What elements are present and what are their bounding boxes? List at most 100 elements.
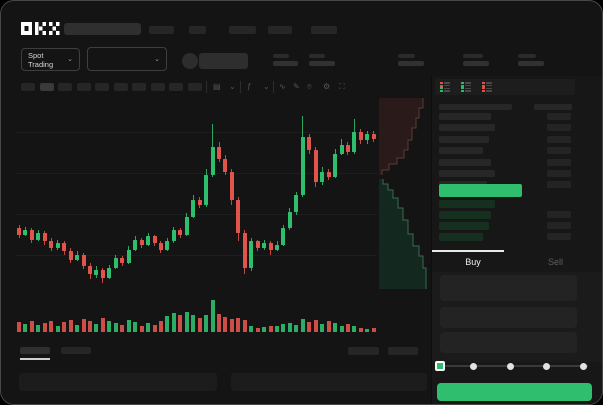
candle-wick <box>353 118 355 154</box>
candle-body <box>275 244 279 250</box>
ask-price-bar[interactable] <box>439 158 491 166</box>
candle-wick <box>50 238 52 252</box>
ask-price-bar[interactable] <box>439 147 483 155</box>
line-tool-icon[interactable]: ∿ <box>279 82 286 91</box>
amount-input[interactable] <box>440 307 577 328</box>
timeframe-button[interactable] <box>21 83 35 91</box>
chevron-down-icon: ⌄ <box>67 56 73 63</box>
tab-buy[interactable]: Buy <box>432 254 514 270</box>
book-header-price <box>439 104 512 110</box>
candle-body <box>171 229 176 242</box>
ticker-stat-label <box>273 54 289 58</box>
timeframe-button[interactable] <box>187 83 202 91</box>
candle-body <box>358 132 363 141</box>
ticker-stat-label <box>463 54 483 58</box>
candle-body <box>197 200 202 205</box>
market-type-dropdown[interactable]: Spot Trading ⌄ <box>21 48 80 71</box>
candle-body <box>17 228 21 235</box>
total-input[interactable] <box>440 332 577 353</box>
fullscreen-icon[interactable]: ⛶ <box>339 82 345 91</box>
last-price-highlight[interactable] <box>439 184 522 197</box>
bid-price-bar[interactable] <box>439 211 491 219</box>
header-action-button[interactable] <box>199 53 248 69</box>
candle-wick <box>160 241 162 253</box>
draw-icon[interactable]: ✎ <box>293 82 300 91</box>
book-header-amount <box>534 104 572 110</box>
buy-button[interactable] <box>437 383 592 401</box>
timeframe-button[interactable] <box>58 83 72 91</box>
bottom-control-placeholder[interactable] <box>388 347 418 355</box>
timeframe-button[interactable] <box>95 83 109 91</box>
chart-type-icon[interactable]: ▤ <box>213 82 221 91</box>
timeframe-button[interactable] <box>113 83 128 91</box>
price-input[interactable] <box>440 275 577 301</box>
ask-amount-bar <box>547 158 571 166</box>
bid-price-bar[interactable] <box>439 222 489 230</box>
bid-price-bar[interactable] <box>439 200 495 208</box>
volume-bar <box>113 322 118 332</box>
candle-wick <box>321 166 323 186</box>
volume-bar <box>249 326 254 332</box>
slider-stop[interactable] <box>507 363 514 370</box>
candle-body <box>113 257 118 268</box>
nav-item-placeholder[interactable] <box>229 26 256 34</box>
bottom-tab-active[interactable] <box>20 347 50 354</box>
search-bar[interactable] <box>64 23 141 35</box>
ask-price-bar[interactable] <box>439 124 495 132</box>
nav-item-placeholder[interactable] <box>268 26 292 34</box>
volume-bar <box>107 321 112 332</box>
bottom-tab-active-underline <box>20 358 50 360</box>
book-mode-both-icon[interactable] <box>439 81 451 93</box>
volume-bar <box>339 325 344 332</box>
candle-body <box>55 243 60 248</box>
avatar[interactable] <box>182 53 198 69</box>
volume-bar <box>75 324 80 332</box>
timeframe-button[interactable] <box>150 83 165 91</box>
candle-body <box>23 229 28 235</box>
nav-item-placeholder[interactable] <box>149 26 174 34</box>
candle-body <box>49 241 54 248</box>
timeframe-button[interactable] <box>169 83 183 91</box>
candle-wick <box>44 231 46 245</box>
timeframe-button[interactable] <box>39 83 54 91</box>
volume-bar <box>197 317 202 332</box>
toolbar-divider <box>240 81 241 93</box>
ask-price-bar[interactable] <box>439 135 489 143</box>
settings-gear-icon[interactable]: ⚙ <box>323 82 331 91</box>
volume-bar <box>81 319 86 332</box>
pair-selector-dropdown[interactable]: ⌄ <box>87 47 167 71</box>
ask-amount-bar <box>547 170 571 177</box>
order-book-toolbar <box>435 79 575 95</box>
tab-sell[interactable]: Sell <box>514 254 597 270</box>
candle-body <box>133 239 138 250</box>
book-mode-buy-icon[interactable] <box>460 81 472 93</box>
camera-icon[interactable]: ⌾ <box>307 82 312 91</box>
candle-wick <box>179 228 181 238</box>
slider-stop[interactable] <box>470 363 477 370</box>
volume-bar <box>171 313 176 332</box>
timeframe-button[interactable] <box>76 83 91 91</box>
candle-wick <box>102 267 104 283</box>
bottom-tab[interactable] <box>61 347 91 354</box>
timeframe-button[interactable] <box>132 83 146 91</box>
book-mode-sell-icon[interactable] <box>481 81 493 93</box>
chevron-down-icon[interactable]: ⌄ <box>229 82 236 91</box>
bid-price-bar[interactable] <box>439 233 483 241</box>
candle-wick <box>18 224 20 238</box>
candle-body <box>281 228 286 245</box>
indicators-icon[interactable]: ƒ <box>247 82 252 91</box>
okx-logo <box>21 22 60 35</box>
chevron-down-icon[interactable]: ⌄ <box>263 82 270 91</box>
sell-tab-label: Sell <box>547 257 563 267</box>
volume-bar <box>313 319 318 332</box>
nav-item-placeholder[interactable] <box>311 26 337 34</box>
bottom-control-placeholder[interactable] <box>348 347 379 355</box>
slider-stop[interactable] <box>543 363 550 370</box>
candle-wick <box>108 264 110 280</box>
slider-stop[interactable] <box>580 363 587 370</box>
ask-price-bar[interactable] <box>439 170 495 177</box>
slider-handle[interactable] <box>435 361 445 371</box>
ask-price-bar[interactable] <box>439 113 491 120</box>
candle-wick <box>115 254 117 270</box>
nav-item-placeholder[interactable] <box>189 26 206 34</box>
